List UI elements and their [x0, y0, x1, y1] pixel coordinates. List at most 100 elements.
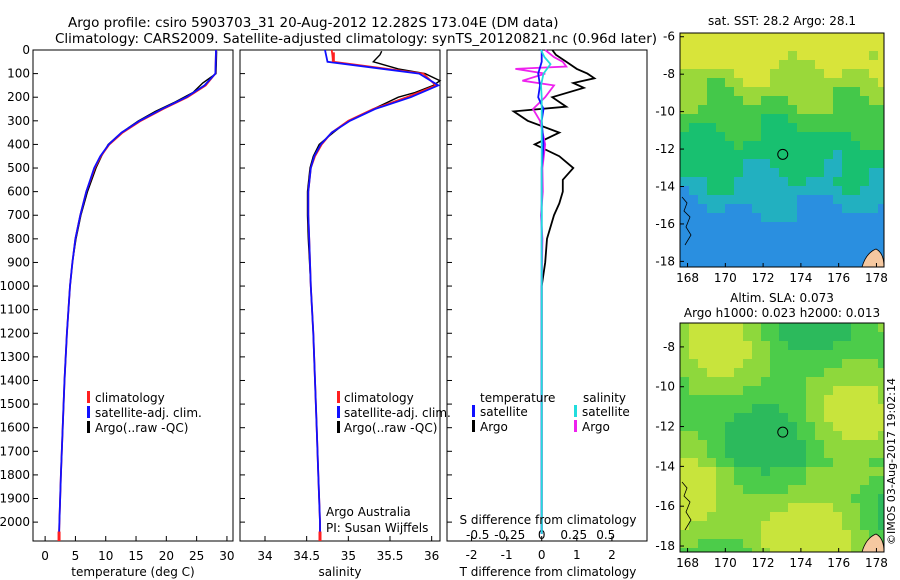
map-cell: [725, 404, 734, 413]
longitude-tick-label: 170: [714, 271, 737, 285]
map-cell: [860, 213, 869, 222]
map-cell: [734, 431, 743, 440]
map-cell: [743, 377, 752, 386]
map-cell: [725, 141, 734, 150]
map-cell: [797, 240, 806, 249]
temperature-tick-label: 0: [41, 549, 49, 563]
map-cell: [797, 105, 806, 114]
map-cell: [743, 195, 752, 204]
map-cell: [806, 503, 815, 512]
map-cell: [851, 87, 860, 96]
map-cell: [860, 96, 869, 105]
map-cell: [734, 503, 743, 512]
map-cell: [779, 404, 788, 413]
map-cell: [824, 222, 833, 231]
map-cell: [680, 548, 689, 552]
map-cell: [752, 467, 761, 476]
map-cell: [680, 377, 689, 386]
map-cell: [770, 404, 779, 413]
map-cell: [761, 231, 770, 240]
map-cell: [842, 512, 851, 521]
map-cell: [851, 458, 860, 467]
map-cell: [770, 521, 779, 530]
map-cell: [707, 521, 716, 530]
map-cell: [842, 341, 851, 350]
longitude-tick-label: 172: [752, 556, 775, 570]
map-cell: [851, 494, 860, 503]
map-cell: [815, 350, 824, 359]
map-cell: [725, 177, 734, 186]
map-cell: [743, 431, 752, 440]
map-cell: [698, 332, 707, 341]
map-cell: [752, 386, 761, 395]
map-cell: [761, 42, 770, 51]
map-cell: [779, 60, 788, 69]
map-cell: [833, 485, 842, 494]
map-cell: [779, 213, 788, 222]
map-cell: [698, 33, 707, 42]
map-cell: [851, 503, 860, 512]
map-cell: [761, 114, 770, 123]
map-cell: [797, 60, 806, 69]
map-cell: [842, 105, 851, 114]
map-cell: [707, 186, 716, 195]
map-cell: [716, 204, 725, 213]
map-cell: [716, 395, 725, 404]
map-cell: [689, 213, 698, 222]
map-cell: [761, 359, 770, 368]
map-cell: [779, 548, 788, 552]
map-cell: [851, 123, 860, 132]
map-cell: [878, 368, 884, 377]
map-cell: [698, 114, 707, 123]
map-cell: [779, 512, 788, 521]
map-cell: [806, 341, 815, 350]
map-cell: [860, 476, 869, 485]
map-cell: [869, 458, 878, 467]
map-cell: [851, 404, 860, 413]
map-cell: [824, 359, 833, 368]
map-cell: [815, 78, 824, 87]
map-cell: [779, 449, 788, 458]
map-cell: [851, 539, 860, 548]
map-cell: [878, 530, 884, 539]
map-cell: [761, 458, 770, 467]
map-cell: [797, 350, 806, 359]
map-cell: [770, 503, 779, 512]
map-cell: [698, 440, 707, 449]
map-cell: [698, 368, 707, 377]
map-cell: [689, 341, 698, 350]
map-cell: [824, 458, 833, 467]
temperature-plot-frame: [32, 49, 234, 542]
map-cell: [743, 548, 752, 552]
map-cell: [860, 114, 869, 123]
map-cell: [833, 168, 842, 177]
map-cell: [743, 359, 752, 368]
map-cell: [734, 548, 743, 552]
map-cell: [806, 222, 815, 231]
map-cell: [860, 231, 869, 240]
map-cell: [869, 368, 878, 377]
map-cell: [860, 177, 869, 186]
map-cell: [770, 141, 779, 150]
map-cell: [824, 413, 833, 422]
map-cell: [806, 467, 815, 476]
map-cell: [869, 323, 878, 332]
map-cell: [851, 132, 860, 141]
t-diff-tick-label: 1: [573, 548, 581, 562]
map-cell: [833, 539, 842, 548]
map-cell: [707, 467, 716, 476]
map-cell: [833, 395, 842, 404]
map-cell: [734, 123, 743, 132]
map-cell: [770, 51, 779, 60]
map-cell: [725, 186, 734, 195]
map-cell: [842, 323, 851, 332]
map-cell: [761, 195, 770, 204]
map-cell: [761, 449, 770, 458]
salinity-tick-label: 36: [424, 549, 439, 563]
map-cell: [797, 114, 806, 123]
map-cell: [743, 386, 752, 395]
map-cell: [788, 159, 797, 168]
salinity-legend-label: climatology: [344, 391, 414, 405]
map-cell: [752, 186, 761, 195]
map-cell: [815, 377, 824, 386]
